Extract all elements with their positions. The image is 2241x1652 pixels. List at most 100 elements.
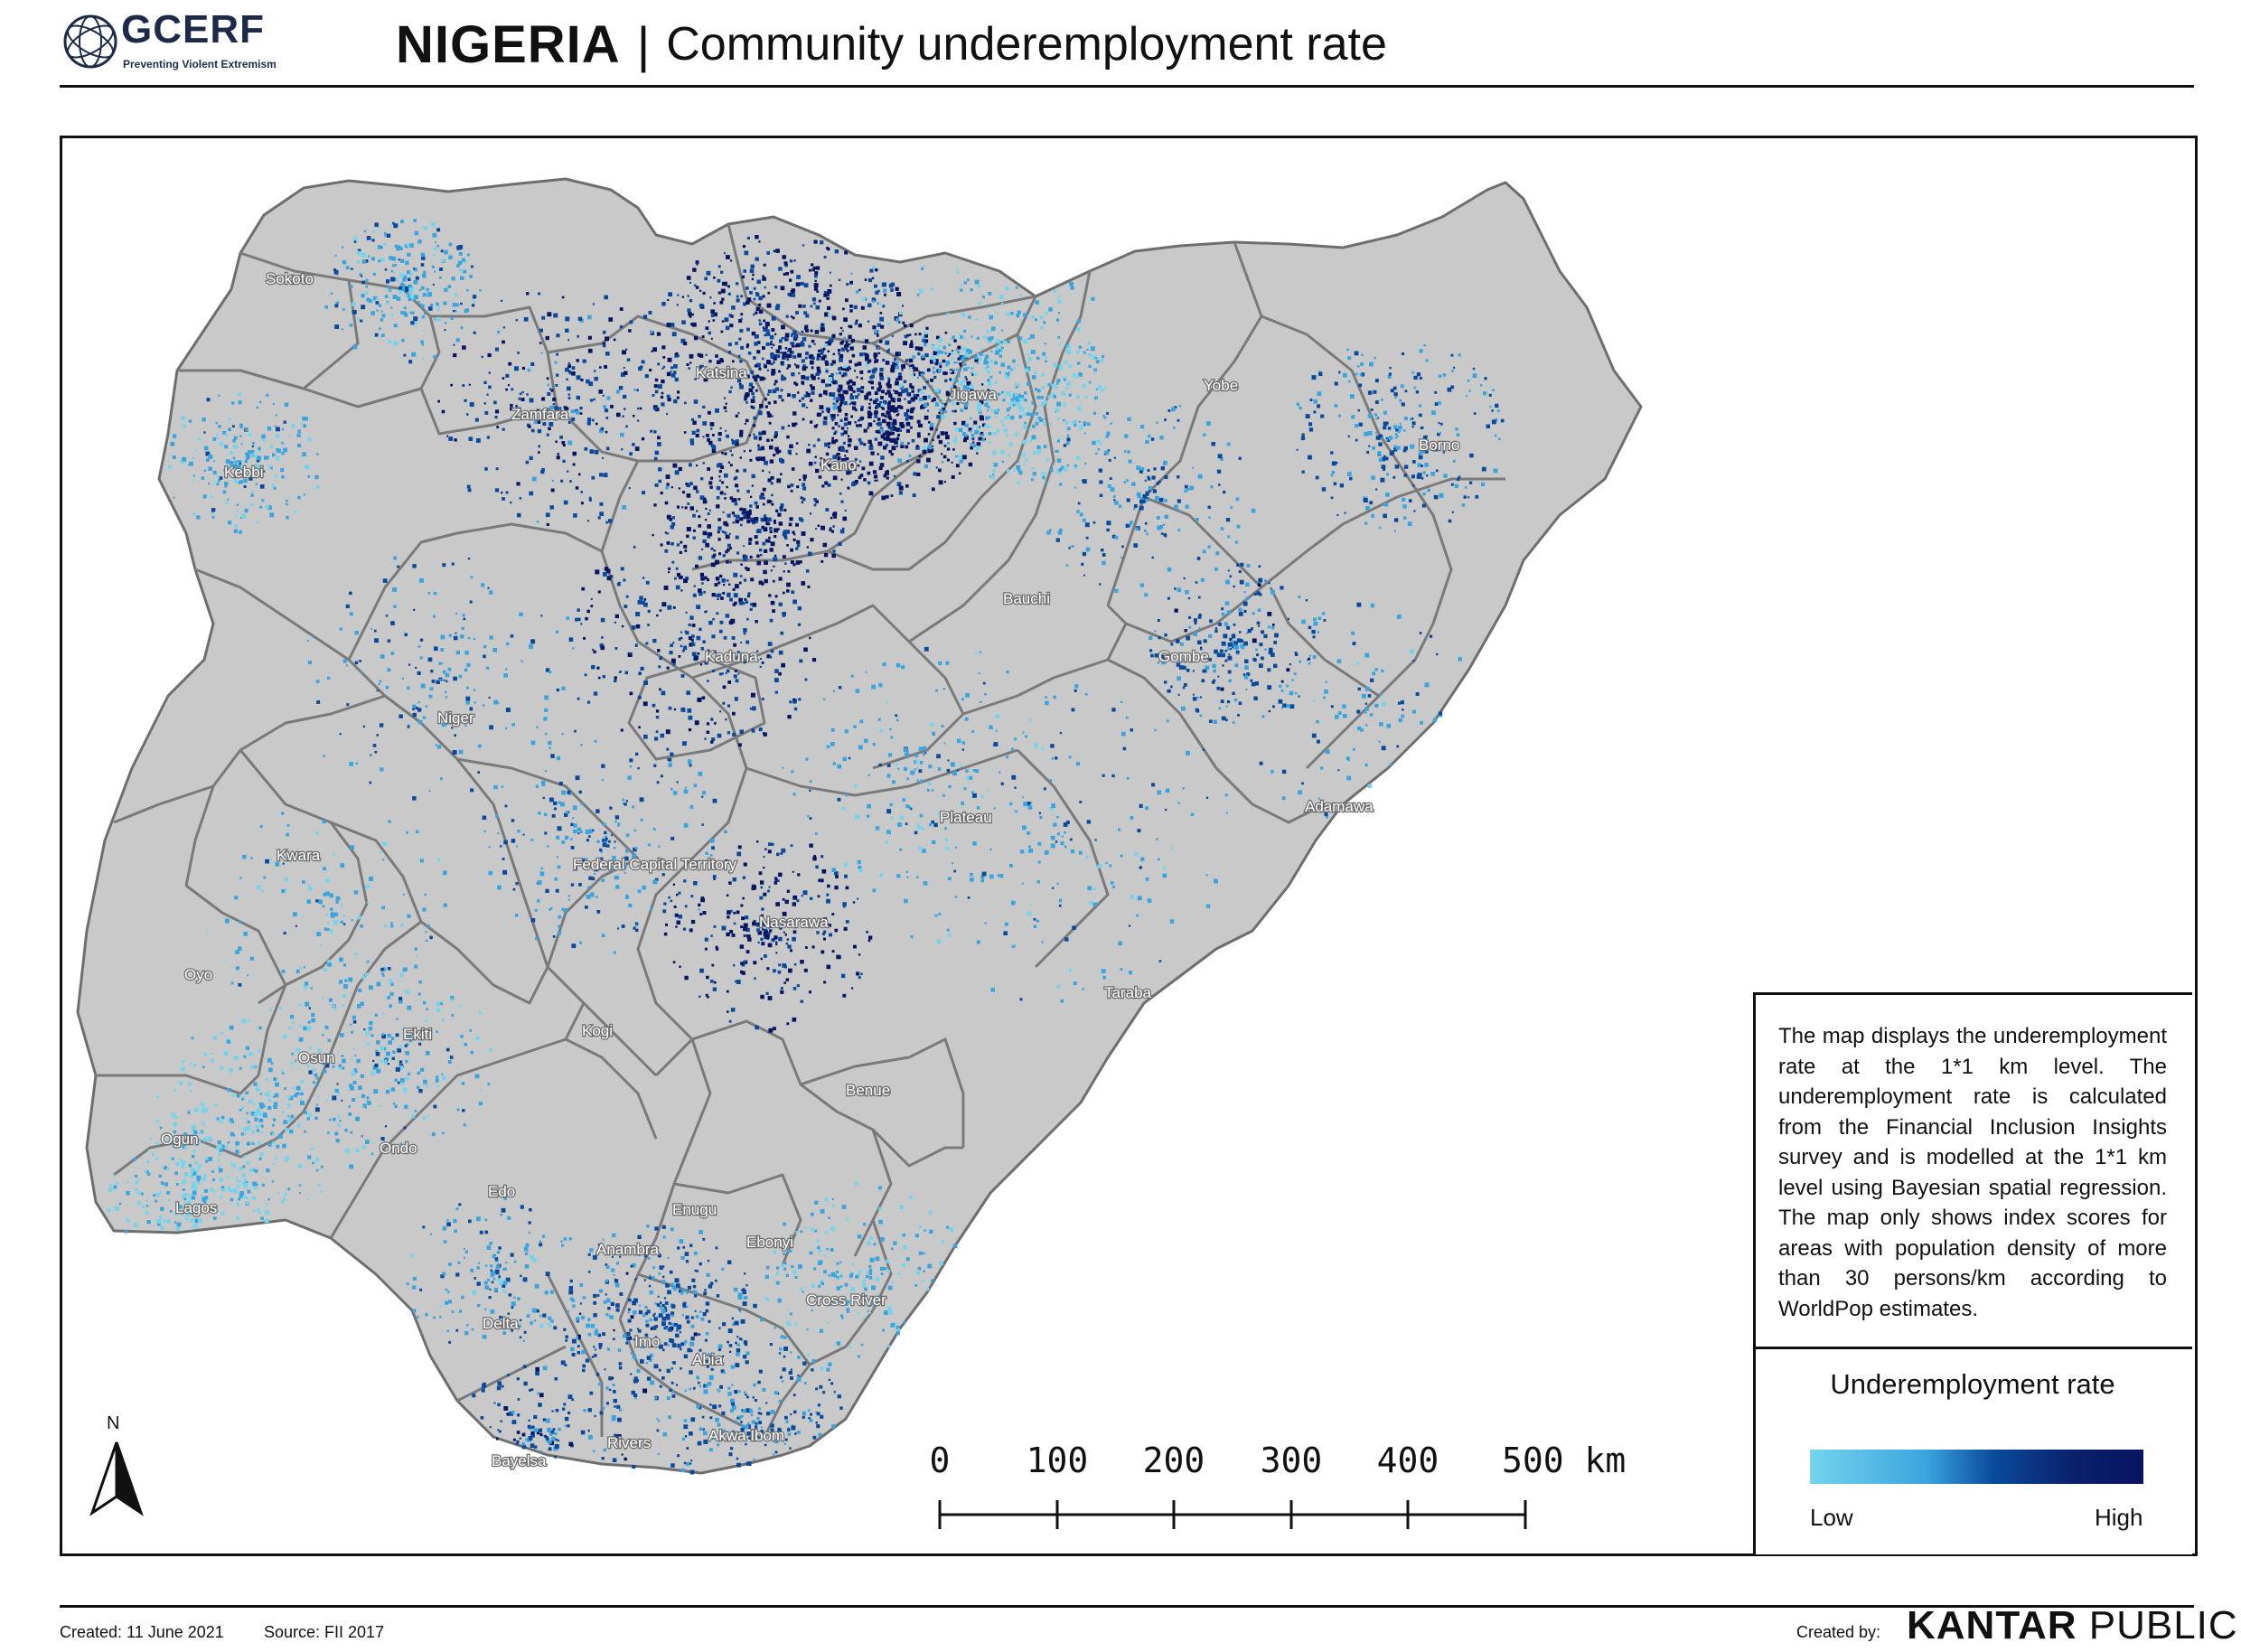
underemployment-cell [667,397,671,402]
underemployment-cell [605,837,608,840]
underemployment-cell [845,920,849,924]
underemployment-cell [571,371,576,376]
underemployment-cell [160,1181,164,1185]
underemployment-cell [274,425,277,427]
underemployment-cell [984,402,989,408]
underemployment-cell [511,839,516,843]
underemployment-cell [739,456,742,459]
underemployment-cell [905,415,910,419]
underemployment-cell [256,458,260,463]
underemployment-cell [651,350,653,352]
underemployment-cell [970,417,972,419]
underemployment-cell [1061,391,1066,396]
underemployment-cell [736,980,741,984]
underemployment-cell [686,276,691,280]
underemployment-cell [407,252,411,257]
underemployment-cell [656,781,660,784]
underemployment-cell [226,1089,229,1092]
underemployment-cell [697,352,701,357]
underemployment-cell [276,1144,280,1149]
underemployment-cell [719,372,724,378]
underemployment-cell [375,304,378,306]
underemployment-cell [1233,623,1236,626]
underemployment-cell [722,591,726,595]
underemployment-cell [1227,569,1230,572]
underemployment-cell [739,376,743,379]
underemployment-cell [692,593,697,597]
underemployment-cell [1383,410,1387,415]
underemployment-cell [261,1183,265,1187]
underemployment-cell [637,1234,642,1239]
underemployment-cell [461,271,464,274]
underemployment-cell [284,402,289,408]
underemployment-cell [1416,474,1421,479]
underemployment-cell [1472,373,1477,379]
underemployment-cell [744,1272,746,1275]
underemployment-cell [1015,381,1017,385]
underemployment-cell [225,433,229,436]
underemployment-cell [231,401,235,405]
title-subtitle: Community underemployment rate [666,18,1387,70]
underemployment-cell [796,485,800,489]
underemployment-cell [670,542,674,546]
underemployment-cell [183,1132,188,1137]
underemployment-cell [824,312,829,317]
underemployment-cell [557,826,562,831]
underemployment-cell [135,1182,138,1185]
underemployment-cell [1387,375,1392,379]
underemployment-cell [801,895,803,897]
underemployment-cell [954,387,957,390]
underemployment-cell [526,393,529,396]
underemployment-cell [1036,389,1041,393]
underemployment-cell [256,1086,260,1092]
underemployment-cell [127,1181,129,1184]
underemployment-cell [404,294,408,297]
underemployment-cell [239,1109,242,1112]
underemployment-cell [823,981,827,984]
underemployment-cell [255,483,258,485]
underemployment-cell [671,1343,677,1347]
underemployment-cell [1214,627,1218,630]
underemployment-cell [713,302,716,305]
underemployment-cell [727,285,730,288]
underemployment-cell [713,277,716,279]
underemployment-cell [1204,652,1206,655]
underemployment-cell [258,1049,261,1053]
underemployment-cell [272,403,275,406]
underemployment-cell [560,802,565,807]
underemployment-cell [989,336,994,340]
underemployment-cell [702,405,706,408]
underemployment-cell [637,407,640,410]
underemployment-cell [714,651,717,653]
underemployment-cell [661,873,665,877]
underemployment-cell [649,1274,652,1277]
underemployment-cell [707,410,711,415]
underemployment-cell [271,1180,275,1183]
underemployment-cell [916,376,919,380]
underemployment-cell [440,249,444,253]
underemployment-cell [736,489,740,493]
underemployment-cell [230,1118,233,1122]
underemployment-cell [457,260,463,266]
underemployment-cell [1308,427,1314,432]
underemployment-cell [785,272,789,276]
underemployment-cell [609,806,613,810]
underemployment-cell [839,403,843,407]
underemployment-cell [409,272,414,277]
underemployment-cell [655,716,660,719]
underemployment-cell [276,456,280,461]
underemployment-cell [603,1300,607,1304]
underemployment-cell [771,415,774,418]
underemployment-cell [743,862,747,867]
underemployment-cell [250,503,254,507]
underemployment-cell [976,426,980,429]
underemployment-cell [639,407,642,410]
underemployment-cell [674,470,680,475]
underemployment-cell [631,1390,635,1395]
underemployment-cell [869,398,873,401]
underemployment-cell [874,414,878,418]
underemployment-cell [173,1212,178,1216]
underemployment-cell [628,903,633,907]
underemployment-cell [1032,425,1036,428]
underemployment-cell [284,1156,289,1161]
